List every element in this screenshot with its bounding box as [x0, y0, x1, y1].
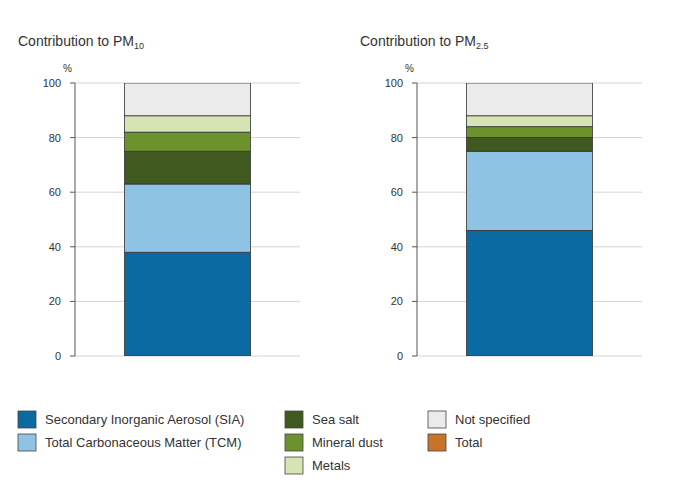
legend-label: Mineral dust [312, 435, 383, 450]
bar-segment [125, 83, 251, 116]
y-axis-line [417, 83, 418, 356]
legend-swatch [285, 411, 303, 428]
y-axis-label: % [405, 63, 414, 74]
tick-mark [412, 301, 417, 302]
tick-mark [70, 301, 75, 302]
tick-label: 0 [397, 350, 403, 362]
tick-mark [412, 137, 417, 138]
legend-label: Not specified [455, 412, 530, 427]
bar-segment [125, 252, 251, 356]
legend: Secondary Inorganic Aerosol (SIA) Total C… [18, 411, 530, 474]
bar-segment [125, 184, 251, 252]
tick-label: 40 [391, 241, 403, 253]
y-axis-line [75, 83, 76, 356]
chart-svg: Contribution to PM10% 0 20 40 60 80 100 Seconda… [0, 0, 683, 485]
chart-root: Contribution to PM10% 0 20 40 60 80 100 Seconda… [0, 0, 683, 485]
legend-label: Secondary Inorganic Aerosol (SIA) [45, 412, 244, 427]
legend-label: Sea salt [312, 412, 359, 427]
tick-mark [412, 246, 417, 247]
title: Contribution to PM2.5 [360, 33, 488, 51]
bar-segment [467, 138, 593, 152]
title: Contribution to PM10 [18, 33, 144, 51]
tick-label: 0 [55, 350, 61, 362]
tick-mark [412, 192, 417, 193]
tick-mark [412, 356, 417, 357]
tick-label: 100 [43, 77, 61, 89]
bar-segment [467, 127, 593, 138]
y-axis-label: % [63, 63, 72, 74]
tick-label: 60 [391, 186, 403, 198]
tick-mark [70, 356, 75, 357]
tick-mark [412, 83, 417, 84]
legend-swatch [428, 434, 446, 451]
bars [125, 83, 251, 356]
legend-swatch [18, 434, 36, 451]
bars [467, 83, 593, 356]
tick-mark [70, 137, 75, 138]
legend-swatch [285, 457, 303, 474]
tick-mark [70, 246, 75, 247]
legend-label: Metals [312, 458, 351, 473]
tick-label: 100 [385, 77, 403, 89]
legend-label: Total [455, 435, 483, 450]
bar-segment [467, 83, 593, 116]
tick-label: 20 [391, 295, 403, 307]
tick-label: 80 [391, 132, 403, 144]
tick-mark [70, 83, 75, 84]
tick-label: 40 [49, 241, 61, 253]
bar-segment [467, 151, 593, 230]
legend-swatch [18, 411, 36, 428]
chart-0: Contribution to PM10% 0 20 40 60 80 100 [18, 33, 300, 362]
tick-label: 60 [49, 186, 61, 198]
legend-label: Total Carbonaceous Matter (TCM) [45, 435, 242, 450]
tick-label: 20 [49, 295, 61, 307]
bar-segment [125, 116, 251, 132]
bar-segment [125, 151, 251, 184]
bar-segment [467, 116, 593, 127]
legend-swatch [428, 411, 446, 428]
legend-swatch [285, 434, 303, 451]
bar-segment [125, 132, 251, 151]
tick-mark [70, 192, 75, 193]
tick-label: 80 [49, 132, 61, 144]
chart-1: Contribution to PM2.5% 0 20 40 60 80 100 [360, 33, 642, 362]
bar-segment [467, 230, 593, 356]
